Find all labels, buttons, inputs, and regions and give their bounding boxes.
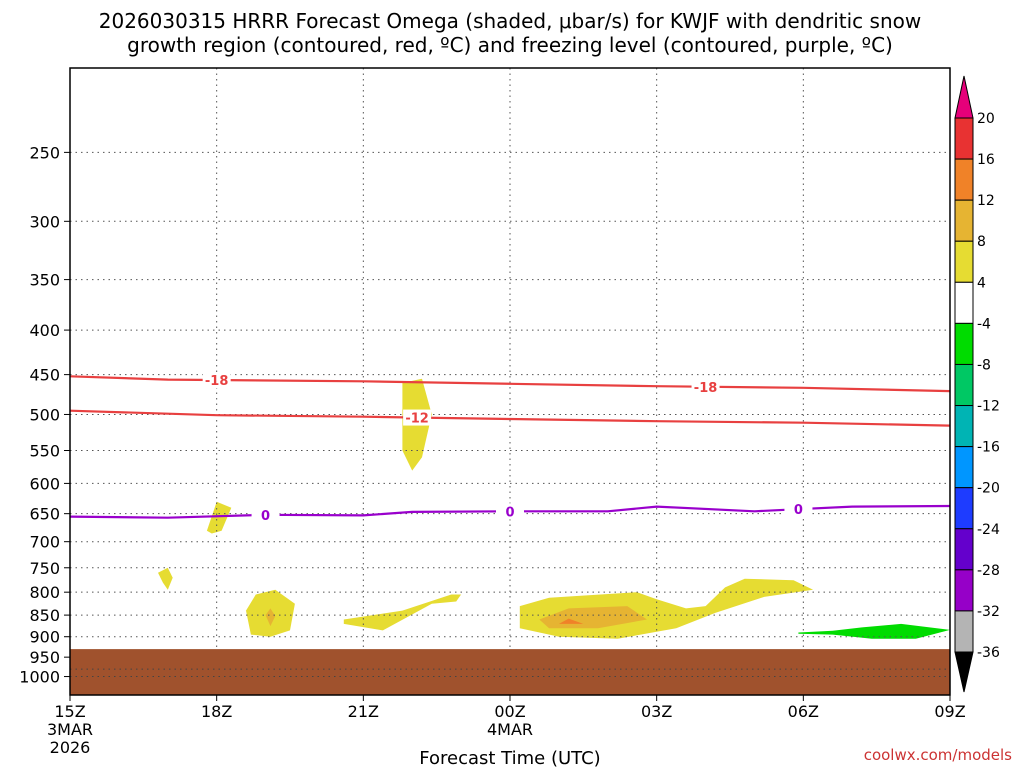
temperature-contours: -18 -18 -12 0 0 0	[70, 372, 950, 524]
below-ground	[70, 649, 950, 695]
colorbar-bin-8	[954, 446, 974, 489]
y-tick-label-900: 900	[29, 628, 60, 647]
colorbar-label-3: 8	[977, 234, 986, 250]
colorbar-label-0: 20	[977, 111, 995, 127]
colorbar-label-12: -32	[977, 604, 1000, 620]
omega-shading	[158, 378, 950, 639]
x-axis-label: Forecast Time (UTC)	[419, 748, 600, 768]
colorbar-label-9: -20	[977, 481, 1000, 497]
y-tick-label-600: 600	[29, 474, 60, 493]
y-tick-label-400: 400	[29, 321, 60, 340]
grid-lines	[69, 68, 951, 695]
colorbar-bin-12	[954, 610, 974, 653]
contour-label-bg-1-0	[403, 409, 432, 426]
contour-label-1-0: -12	[405, 412, 429, 427]
colorbar: 20 16 12 8 4 -4 -8 -12 -16 -20 -24 -28 -32 -36	[954, 75, 1000, 693]
y-tick-label-500: 500	[29, 405, 60, 424]
x-tick-label-03Z: 03Z	[641, 702, 672, 721]
colorbar-bin-5	[954, 322, 974, 365]
x-tick-label-15Z: 15Z	[54, 702, 85, 721]
contour-label-bg-2-1	[496, 503, 524, 520]
x-tick-date-15Z: 3MAR	[47, 720, 93, 739]
y-tick-label-1000: 1000	[19, 668, 60, 687]
y-tick-label-650: 650	[29, 505, 60, 524]
ground-fill	[70, 649, 950, 695]
omega-region-7	[265, 608, 276, 627]
contour-label-0-0: -18	[205, 374, 229, 389]
x-tick-date-00Z: 4MAR	[487, 720, 533, 739]
colorbar-top-arrow	[954, 75, 974, 119]
x-tick-label-21Z: 21Z	[348, 702, 379, 721]
colorbar-label-11: -28	[977, 563, 1000, 579]
contour-line-0	[70, 375, 950, 393]
contour-label-2-1: 0	[505, 505, 514, 520]
contour-label-bg-2-0	[251, 506, 280, 523]
contour-label-bg-0-0	[202, 372, 231, 389]
y-axis: 250 300 350 400 450 500 550 600 650 700 750 800 850 9…	[19, 143, 70, 687]
omega-region-2	[158, 567, 173, 590]
colorbar-label-8: -16	[977, 440, 1000, 456]
colorbar-bin-3	[954, 240, 974, 283]
omega-region-4	[343, 594, 462, 631]
colorbar-label-2: 12	[977, 193, 995, 209]
y-tick-label-850: 850	[29, 606, 60, 625]
chart-title-line2: growth region (contoured, red, ºC) and f…	[127, 33, 893, 57]
y-tick-label-750: 750	[29, 559, 60, 578]
x-tick-label-09Z: 09Z	[934, 702, 965, 721]
colorbar-label-5: -4	[977, 316, 991, 332]
colorbar-bin-9	[954, 487, 974, 530]
x-tick-label-18Z: 18Z	[201, 702, 232, 721]
omega-region-1	[206, 501, 232, 534]
y-tick-label-450: 450	[29, 366, 60, 385]
y-tick-label-350: 350	[29, 271, 60, 290]
y-tick-label-550: 550	[29, 442, 60, 461]
contour-line-1	[70, 409, 950, 427]
x-tick-label-00Z: 00Z	[494, 702, 525, 721]
contour-label-bg-2-2	[784, 501, 813, 518]
colorbar-bin-4	[954, 281, 974, 324]
y-tick-label-800: 800	[29, 583, 60, 602]
omega-region-5	[519, 578, 814, 639]
colorbar-bin-10	[954, 528, 974, 571]
colorbar-bin-1	[954, 158, 974, 201]
credit-link[interactable]: coolwx.com/models	[864, 746, 1012, 764]
y-tick-label-700: 700	[29, 533, 60, 552]
contour-label-2-0: 0	[261, 509, 270, 524]
omega-region-9	[798, 623, 950, 639]
contour-label-2-2: 0	[794, 503, 803, 518]
colorbar-bin-7	[954, 405, 974, 448]
x-tick-year-15Z: 2026	[50, 738, 91, 757]
colorbar-bin-2	[954, 199, 974, 242]
y-tick-label-250: 250	[29, 143, 60, 162]
omega-region-8	[558, 618, 584, 624]
colorbar-bottom-arrow	[954, 651, 974, 693]
x-tick-label-06Z: 06Z	[788, 702, 819, 721]
contour-label-bg-0-1	[691, 378, 720, 395]
contour-label-0-1: -18	[694, 381, 718, 396]
colorbar-label-1: 16	[977, 152, 995, 168]
colorbar-label-6: -8	[977, 357, 991, 373]
colorbar-bin-6	[954, 363, 974, 407]
y-tick-label-950: 950	[29, 648, 60, 667]
colorbar-label-10: -24	[977, 522, 1000, 538]
chart-title-line1: 2026030315 HRRR Forecast Omega (shaded, …	[99, 9, 921, 33]
y-tick-label-300: 300	[29, 212, 60, 231]
colorbar-label-4: 4	[977, 275, 986, 291]
colorbar-label-13: -36	[977, 645, 1000, 661]
colorbar-bin-11	[954, 569, 974, 612]
colorbar-label-7: -12	[977, 399, 1000, 415]
colorbar-bin-0	[954, 117, 974, 160]
